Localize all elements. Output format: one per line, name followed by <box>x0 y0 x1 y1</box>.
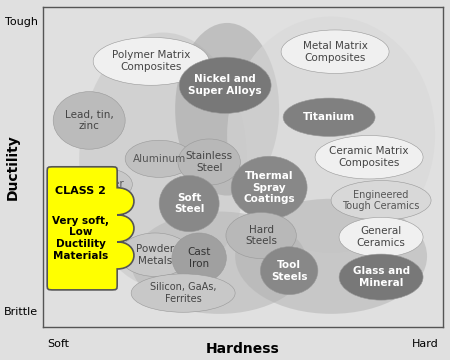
Text: Ceramic Matrix
Composites: Ceramic Matrix Composites <box>329 147 409 168</box>
Text: Metal Matrix
Composites: Metal Matrix Composites <box>303 41 368 63</box>
Ellipse shape <box>172 233 226 283</box>
Text: Copper: Copper <box>86 179 124 189</box>
Ellipse shape <box>119 233 191 276</box>
Text: Titanium: Titanium <box>303 112 355 122</box>
Text: Tool
Steels: Tool Steels <box>271 260 307 282</box>
Text: General
Ceramics: General Ceramics <box>357 226 405 248</box>
Ellipse shape <box>159 175 219 232</box>
Ellipse shape <box>315 135 423 179</box>
Text: Engineered
Tough Ceramics: Engineered Tough Ceramics <box>342 190 420 211</box>
Ellipse shape <box>179 57 271 113</box>
Ellipse shape <box>331 181 431 220</box>
Ellipse shape <box>281 30 389 73</box>
Text: Thermal
Spray
Coatings: Thermal Spray Coatings <box>243 171 295 204</box>
Text: Powder
Metals: Powder Metals <box>136 244 174 266</box>
Text: Stainless
Steel: Stainless Steel <box>185 151 233 173</box>
Ellipse shape <box>178 139 240 185</box>
Ellipse shape <box>283 98 375 136</box>
Ellipse shape <box>131 274 235 312</box>
Text: Soft
Steel: Soft Steel <box>174 193 204 214</box>
Text: CLASS 2: CLASS 2 <box>55 186 106 197</box>
Ellipse shape <box>79 32 247 288</box>
Ellipse shape <box>231 156 307 219</box>
Ellipse shape <box>339 217 423 257</box>
Ellipse shape <box>235 199 427 314</box>
Text: Hard
Steels: Hard Steels <box>245 225 277 246</box>
Ellipse shape <box>227 17 435 253</box>
Ellipse shape <box>93 37 209 85</box>
PathPatch shape <box>47 167 134 290</box>
Text: Tough: Tough <box>4 17 38 27</box>
Ellipse shape <box>226 212 296 258</box>
Ellipse shape <box>175 23 279 195</box>
Text: Very soft,
Low
Ductility
Materials: Very soft, Low Ductility Materials <box>52 216 109 261</box>
Ellipse shape <box>78 168 132 201</box>
Text: Silicon, GaAs,
Ferrites: Silicon, GaAs, Ferrites <box>150 282 216 304</box>
Text: Aluminum: Aluminum <box>132 154 186 164</box>
Text: Nickel and
Super Alloys: Nickel and Super Alloys <box>188 75 262 96</box>
Ellipse shape <box>131 212 307 314</box>
Text: Soft: Soft <box>47 339 69 349</box>
Text: Ductility: Ductility <box>6 134 20 200</box>
Text: Polymer Matrix
Composites: Polymer Matrix Composites <box>112 50 190 72</box>
Text: Hard: Hard <box>412 339 439 349</box>
Text: Brittle: Brittle <box>4 307 38 317</box>
Ellipse shape <box>260 247 318 295</box>
Ellipse shape <box>339 254 423 300</box>
Ellipse shape <box>53 92 125 149</box>
Text: Glass and
Mineral: Glass and Mineral <box>352 266 410 288</box>
Text: Hardness: Hardness <box>206 342 280 356</box>
Ellipse shape <box>125 140 193 177</box>
Text: Cast
Iron: Cast Iron <box>188 247 211 269</box>
Text: Lead, tin,
zinc: Lead, tin, zinc <box>65 110 113 131</box>
